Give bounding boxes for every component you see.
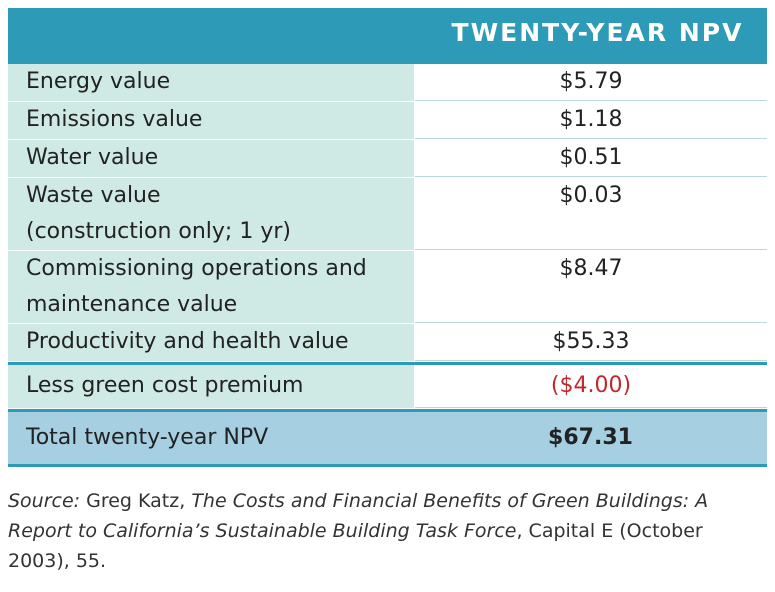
- row-label: Water value: [8, 140, 415, 177]
- table-bottom-border: [8, 464, 767, 467]
- section-divider: [8, 409, 767, 412]
- source-title: The Costs and Financial Benefits of Gree…: [8, 490, 709, 542]
- row-value: $5.79: [415, 64, 767, 101]
- table-row: Energy value $5.79: [8, 64, 767, 102]
- row-label-line: (construction only; 1 yr): [26, 219, 291, 244]
- npv-table: TWENTY-YEAR NPV Energy value $5.79 Emiss…: [8, 8, 767, 467]
- source-note: Source: Greg Katz, The Costs and Financi…: [8, 486, 753, 576]
- table-row: Emissions value $1.18: [8, 102, 767, 140]
- total-label: Total twenty-year NPV: [8, 412, 414, 464]
- less-premium-row: Less green cost premium ($4.00): [8, 365, 767, 409]
- source-suffix: , Capital E (October 2003), 55.: [8, 520, 703, 572]
- row-label: Energy value: [8, 64, 415, 101]
- negative-value: ($4.00): [415, 365, 767, 408]
- row-label: Emissions value: [8, 102, 415, 139]
- source-author: Greg Katz,: [86, 490, 186, 512]
- section-divider: [8, 362, 767, 365]
- table-row: Water value $0.51: [8, 140, 767, 178]
- row-value: $1.18: [415, 102, 767, 139]
- row-label: Productivity and health value: [8, 324, 415, 361]
- column-header-npv: TWENTY-YEAR NPV: [451, 18, 744, 47]
- total-row: Total twenty-year NPV $67.31: [8, 412, 767, 464]
- row-value: $8.47: [415, 251, 767, 323]
- total-value: $67.31: [414, 412, 767, 464]
- row-value: $55.33: [415, 324, 767, 361]
- table-row: Productivity and health value $55.33: [8, 324, 767, 362]
- row-label: Waste value (construction only; 1 yr): [8, 178, 415, 250]
- row-label: Commissioning operations and maintenance…: [8, 251, 415, 323]
- table-row: Waste value (construction only; 1 yr) $0…: [8, 178, 767, 251]
- row-label-line: Waste value: [26, 183, 161, 208]
- row-value: $0.03: [415, 178, 767, 250]
- source-prefix: Source:: [8, 490, 81, 512]
- row-label-line: maintenance value: [26, 292, 238, 317]
- row-label: Less green cost premium: [8, 365, 415, 408]
- table-header: TWENTY-YEAR NPV: [8, 8, 767, 64]
- table-row: Commissioning operations and maintenance…: [8, 251, 767, 324]
- row-value: $0.51: [415, 140, 767, 177]
- row-label-line: Commissioning operations and: [26, 256, 367, 281]
